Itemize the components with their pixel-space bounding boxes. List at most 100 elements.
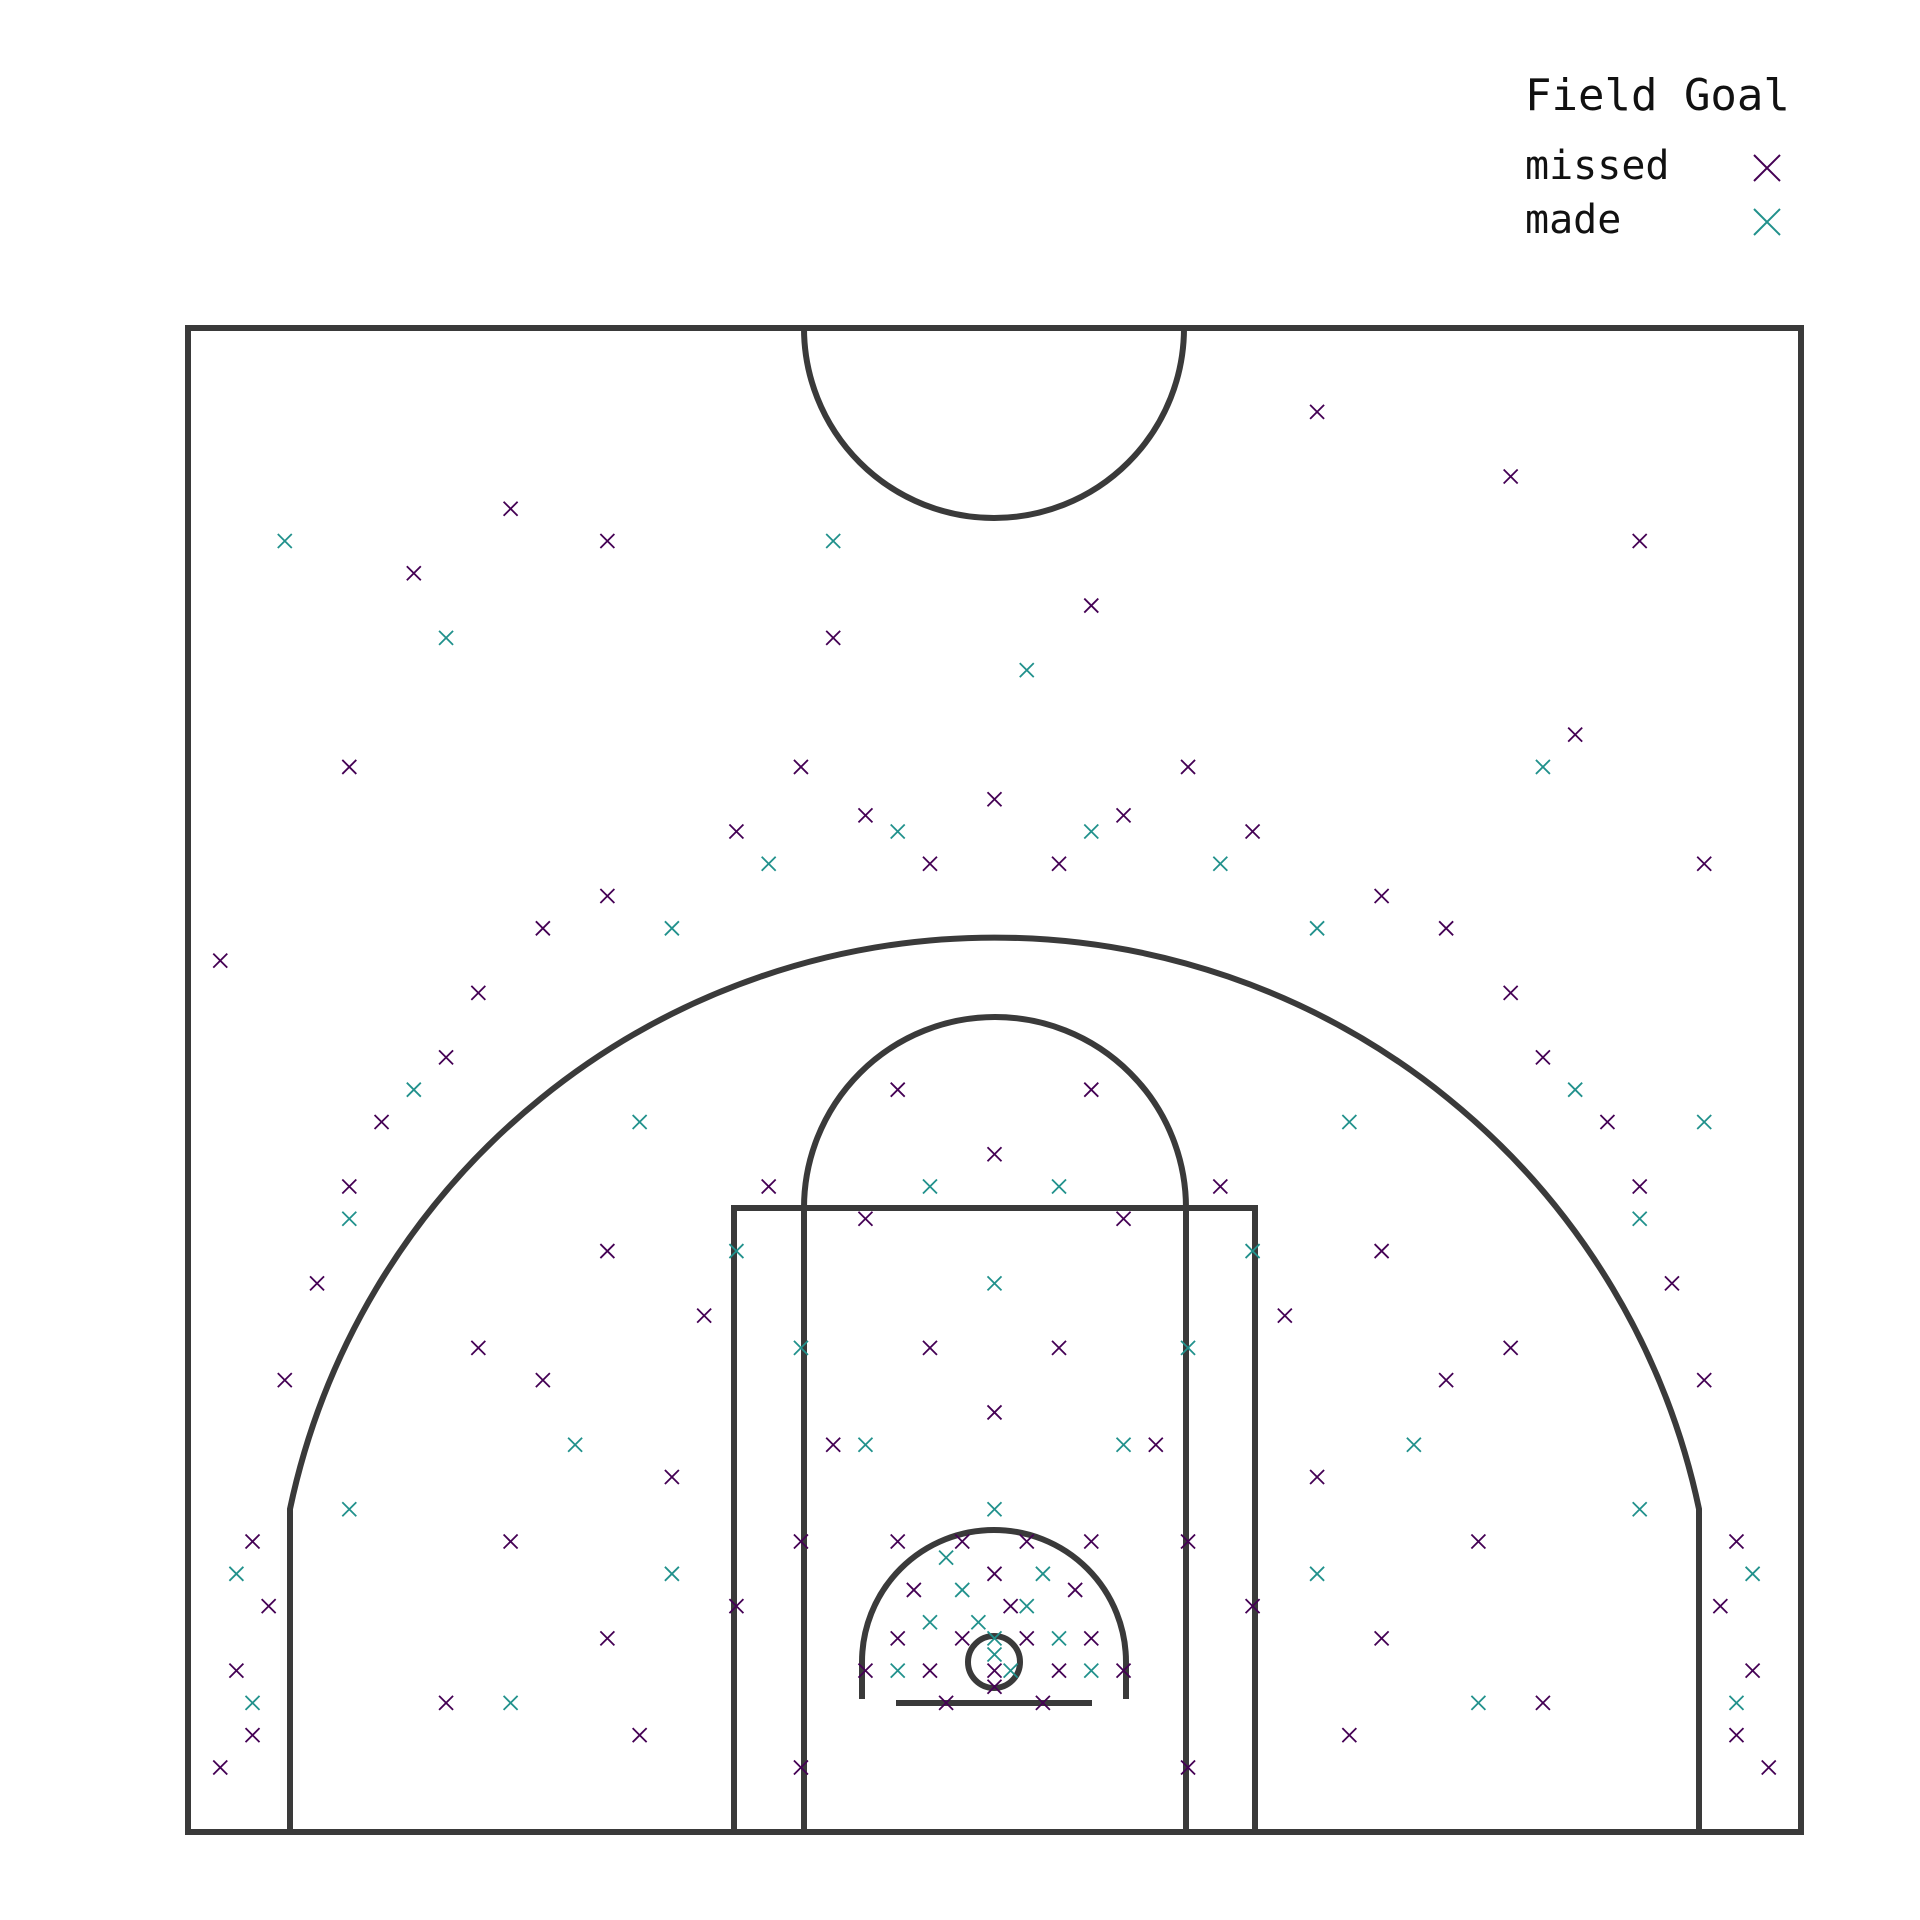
shot-marker <box>1341 1727 1357 1743</box>
shot-marker <box>244 1695 261 1711</box>
shot-marker <box>1632 1178 1648 1195</box>
shot-marker <box>1083 1533 1099 1550</box>
shot-marker <box>1115 1437 1132 1453</box>
shot-marker <box>922 1340 938 1356</box>
shot-marker <box>632 1114 648 1130</box>
shot-marker <box>277 1372 293 1388</box>
shot-marker <box>1696 1372 1712 1388</box>
shot-marker <box>599 1630 616 1646</box>
shot-marker <box>1212 856 1228 872</box>
shot-marker <box>1406 1437 1422 1453</box>
shot-marker <box>438 1049 454 1066</box>
shot-marker <box>1696 1114 1712 1130</box>
shot-marker <box>470 985 486 1001</box>
shot-marker <box>890 1662 906 1679</box>
shot-marker <box>825 1437 841 1453</box>
shot-marker <box>1051 1178 1067 1195</box>
shot-marker <box>954 1533 970 1550</box>
shot-marker <box>1244 1243 1261 1259</box>
shot-marker <box>1115 1662 1132 1679</box>
shot-marker <box>1744 1566 1761 1582</box>
shot-marker <box>599 533 616 549</box>
shot-marker <box>922 1178 938 1195</box>
shot-marker <box>664 1566 680 1582</box>
shot-marker <box>1180 1340 1196 1356</box>
shot-marker <box>1035 1695 1051 1711</box>
shot-marker <box>502 1695 519 1711</box>
shot-marker <box>1148 1437 1164 1453</box>
shot-marker <box>1051 1340 1067 1356</box>
shot-marker <box>341 1211 357 1227</box>
shot-marker <box>1744 1662 1761 1679</box>
shot-marker <box>761 1178 777 1195</box>
shot-marker <box>1212 1178 1228 1195</box>
shot-marker <box>261 1598 277 1614</box>
shot-marker <box>986 1404 1003 1421</box>
shot-marker <box>1244 823 1261 840</box>
shot-marker <box>1728 1533 1745 1550</box>
shot-marker <box>1115 807 1132 823</box>
shot-marker <box>1664 1275 1680 1291</box>
shot-marker <box>761 856 777 872</box>
shot-marker <box>857 1211 874 1227</box>
shot-marker <box>502 501 519 517</box>
shot-marker <box>793 1340 809 1356</box>
shot-marker <box>244 1533 261 1550</box>
shot-marker <box>599 888 616 904</box>
shot-marker <box>1244 1598 1261 1614</box>
shot-marker <box>1341 1114 1357 1130</box>
shot-marker <box>373 1114 390 1130</box>
shot-marker <box>212 952 228 969</box>
shot-marker <box>825 630 841 646</box>
shot-marker <box>857 1662 874 1679</box>
shot-marker <box>1632 533 1648 549</box>
center-circle <box>801 327 1187 521</box>
shot-marker <box>986 1566 1003 1582</box>
shot-marker <box>1115 1211 1132 1227</box>
shot-marker <box>1019 662 1035 678</box>
shot-marker <box>986 1501 1003 1517</box>
shot-marker <box>1083 1662 1099 1679</box>
shot-marker <box>1470 1695 1487 1711</box>
shot-marker <box>1180 759 1196 775</box>
shot-marker <box>1002 1662 1019 1679</box>
shot-marker <box>954 1582 970 1598</box>
shot-marker <box>890 1630 906 1646</box>
shot-marker <box>1567 1082 1583 1098</box>
shot-marker <box>1761 1759 1777 1776</box>
shot-marker <box>1051 856 1067 872</box>
shot-marker <box>1503 1340 1519 1356</box>
shot-marker <box>1019 1598 1035 1614</box>
shot-marker <box>922 1662 938 1679</box>
shot-marker <box>938 1550 954 1566</box>
shot-marker <box>1632 1501 1648 1517</box>
shot-marker <box>922 1614 938 1630</box>
shot-marker <box>970 1614 987 1630</box>
shot-marker <box>1180 1759 1196 1776</box>
shot-marker <box>857 1437 874 1453</box>
legend-title: Field Goal <box>1525 70 1790 121</box>
shot-marker <box>212 1759 228 1776</box>
shot-marker <box>632 1727 648 1743</box>
shot-marker <box>1535 1695 1551 1711</box>
restricted-area <box>859 1527 1129 1699</box>
legend: Field Goal missed made <box>1525 70 1790 243</box>
shot-marker <box>309 1275 325 1291</box>
shot-marker <box>599 1243 616 1259</box>
shot-marker <box>277 533 293 549</box>
shot-marker <box>1567 727 1583 743</box>
shot-marker <box>1470 1533 1487 1550</box>
shot-marker <box>1051 1662 1067 1679</box>
shot-marker <box>728 1598 745 1614</box>
shot-marker <box>1373 1630 1390 1646</box>
court <box>185 325 1804 1835</box>
shot-marker <box>793 1759 809 1776</box>
shot-marker <box>1083 597 1099 614</box>
shot-marker <box>502 1533 519 1550</box>
shot-marker <box>1035 1566 1051 1582</box>
shot-marker <box>890 1082 906 1098</box>
shot-marker <box>1373 888 1390 904</box>
lane-outer <box>731 1205 1258 1835</box>
shot-marker <box>406 565 422 581</box>
shot-marker <box>1067 1582 1083 1598</box>
